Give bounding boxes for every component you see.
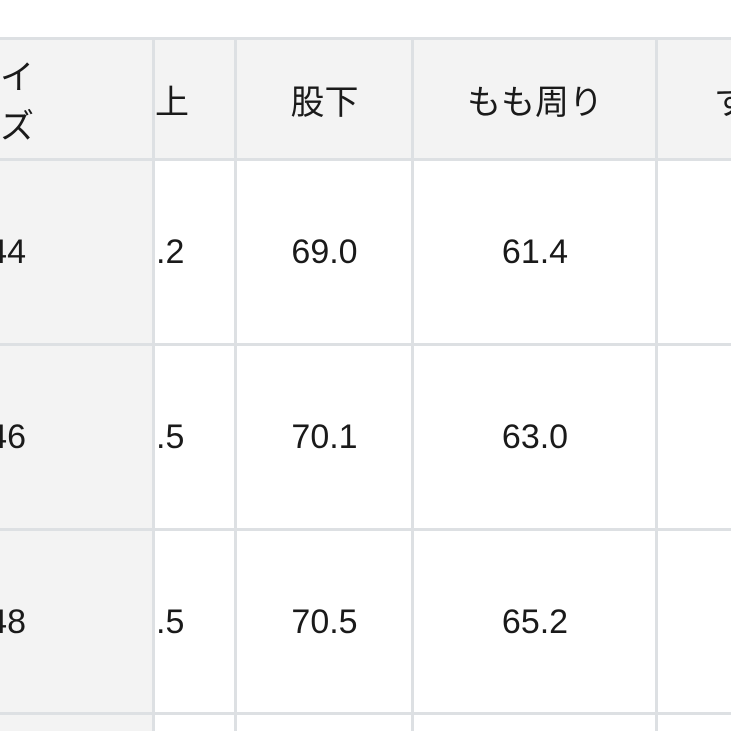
cell-value: 46	[0, 418, 26, 456]
cell-value: .5	[156, 602, 185, 641]
table-row-size: 48	[0, 530, 153, 714]
cell-value: 61.4	[501, 233, 569, 271]
table-cell: .5	[153, 530, 236, 714]
row-divider	[0, 343, 731, 346]
table-cell: 61.4	[413, 160, 657, 345]
column-divider	[152, 38, 155, 731]
table-row-size	[0, 714, 153, 731]
row-divider	[0, 712, 731, 715]
table-cell: 70.5	[236, 530, 413, 714]
column-divider	[234, 38, 237, 731]
header-size: イズ	[0, 38, 153, 160]
table-row-size: 44	[0, 160, 153, 345]
header-label: もも周り	[467, 83, 603, 122]
cell-value: 69.0	[291, 233, 358, 271]
table-border	[0, 37, 731, 40]
cell-value: 63.0	[501, 418, 569, 456]
table-cell: .5	[153, 345, 236, 530]
row-divider	[0, 158, 731, 161]
table-cell: 63.0	[413, 345, 657, 530]
cell-value: 70.5	[291, 602, 358, 641]
cell-value: 65.2	[501, 602, 569, 641]
header-thigh: もも周り	[413, 38, 657, 160]
header-label: 股下	[290, 83, 359, 122]
table-cell: 65.2	[413, 530, 657, 714]
table-cell: 69.0	[236, 160, 413, 345]
cell-value: 48	[0, 602, 26, 641]
header-inseam: 股下	[236, 38, 413, 160]
cell-value: 44	[0, 233, 26, 271]
row-divider	[0, 528, 731, 531]
cell-value: .2	[156, 233, 185, 271]
table-cell: 70.1	[236, 345, 413, 530]
header-hem: す	[657, 38, 731, 160]
column-divider	[411, 38, 414, 731]
header-label: す	[714, 75, 731, 124]
cell-value: 70.1	[291, 418, 358, 456]
header-label: イズ	[0, 59, 34, 146]
header-rise: 上	[153, 38, 236, 160]
table-row-size: 46	[0, 345, 153, 530]
cell-value: .5	[156, 418, 185, 456]
table-cell: .2	[153, 160, 236, 345]
header-label: 上	[155, 83, 189, 122]
column-divider	[655, 38, 658, 731]
